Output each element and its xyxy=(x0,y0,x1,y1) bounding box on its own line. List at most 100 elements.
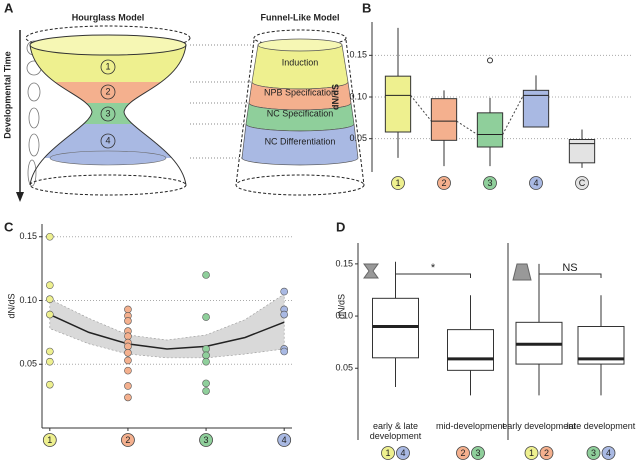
category-label: early & late development xyxy=(369,421,422,441)
stage-badge-label: 4 xyxy=(533,178,538,188)
point xyxy=(202,357,210,366)
stage-badge-label: 3 xyxy=(475,448,480,458)
significance-label: * xyxy=(431,262,436,274)
stage-badge xyxy=(199,433,213,447)
box xyxy=(384,75,412,133)
outlier xyxy=(487,57,493,64)
stage-badge xyxy=(391,176,405,190)
point xyxy=(280,287,288,296)
stage-badge-label: 2 xyxy=(460,448,465,458)
stage-badge xyxy=(575,176,589,190)
point xyxy=(46,232,54,241)
significance-bracket xyxy=(538,273,602,278)
point xyxy=(202,345,210,353)
stage-badge xyxy=(524,446,539,460)
stage-badge-label: 4 xyxy=(282,435,287,445)
stage-badge xyxy=(42,433,57,447)
category-label: early development xyxy=(502,421,576,431)
point xyxy=(124,366,132,375)
stage-badge-label: 4 xyxy=(400,448,405,458)
stage-badge-label: 2 xyxy=(441,178,446,188)
point xyxy=(124,393,132,402)
y-tick-label: 0.05 xyxy=(19,359,37,369)
y-axis-label: dN/dS xyxy=(336,294,346,319)
y-tick-label: 0.05 xyxy=(349,133,367,143)
stage-number: 4 xyxy=(105,135,110,145)
funnel-layer-label: Induction xyxy=(282,57,319,67)
point xyxy=(124,342,132,351)
point xyxy=(124,382,132,390)
stage-badge-label: 3 xyxy=(204,435,209,445)
time-axis-label: Developmental Time xyxy=(2,51,12,138)
y-axis-label: dN/dS xyxy=(6,293,16,318)
stage-number: 2 xyxy=(105,86,110,96)
stage-badge xyxy=(437,176,451,190)
y-tick-label: 0.10 xyxy=(335,310,353,320)
stage-badge xyxy=(456,446,470,460)
stage-badges xyxy=(100,59,116,149)
point xyxy=(202,313,210,321)
point xyxy=(46,380,54,389)
hourglass-bottom xyxy=(29,174,187,196)
point xyxy=(280,347,288,356)
point xyxy=(46,357,54,366)
funnel-layers xyxy=(241,38,359,166)
funnel-sides xyxy=(235,39,365,186)
funnel-layer-label: NC Differentiation xyxy=(265,136,336,146)
stage-badge-label: 4 xyxy=(606,448,611,458)
funnel-layer-label: NC Specification xyxy=(267,108,334,118)
hourglass-outline xyxy=(29,44,187,186)
median-link xyxy=(502,95,524,135)
box xyxy=(568,139,596,164)
stage-badge xyxy=(483,176,497,190)
stage-badge-label: 1 xyxy=(529,448,534,458)
box xyxy=(430,98,458,141)
stage-badge xyxy=(471,446,485,460)
point xyxy=(124,348,132,357)
stage-number: 3 xyxy=(105,108,110,118)
y-tick-label: 0.10 xyxy=(19,295,37,305)
point xyxy=(124,356,132,365)
stage-badge xyxy=(121,433,135,447)
box xyxy=(372,297,419,359)
stage-badge xyxy=(586,446,601,460)
y-tick-label: 0.05 xyxy=(335,363,353,373)
stage-badge xyxy=(396,446,410,460)
category-label: late development xyxy=(566,421,636,431)
point xyxy=(202,351,210,360)
stage-badge xyxy=(277,433,292,447)
panel-a: A Hourglass Model Funnel-Like Model Deve… xyxy=(2,0,365,202)
y-axis-label: dN/dS xyxy=(330,84,340,110)
funnel-title: Funnel-Like Model xyxy=(260,12,339,22)
stage-badge-label: C xyxy=(579,178,586,188)
hourglass-base xyxy=(49,150,167,166)
hourglass-rim xyxy=(29,34,187,56)
point xyxy=(124,305,132,314)
stage-badge-label: 2 xyxy=(544,448,549,458)
arrow-head xyxy=(16,192,24,202)
connector-lines xyxy=(190,44,255,159)
fit-line xyxy=(49,313,285,350)
stage-badge-label: 1 xyxy=(395,178,400,188)
point xyxy=(202,271,210,279)
stage-badge xyxy=(539,446,554,460)
y-tick-label: 0.15 xyxy=(19,231,37,241)
point xyxy=(202,387,210,395)
point xyxy=(280,310,288,319)
y-tick-label: 0.10 xyxy=(349,91,367,101)
panel-label: B xyxy=(362,0,371,15)
median-link xyxy=(456,120,478,135)
panel-label: C xyxy=(4,219,14,234)
y-tick-label: 0.15 xyxy=(335,258,353,268)
median-link xyxy=(410,95,432,122)
hourglass-top-outline xyxy=(25,25,191,51)
point xyxy=(124,317,132,325)
point xyxy=(202,379,210,388)
stage-badge xyxy=(601,446,616,460)
stage-badge-label: 3 xyxy=(591,448,596,458)
point xyxy=(124,332,132,341)
stage-badge-label: 2 xyxy=(125,435,130,445)
d-icons xyxy=(363,263,532,281)
funnel-layer-label: NPB Specification xyxy=(264,87,336,97)
